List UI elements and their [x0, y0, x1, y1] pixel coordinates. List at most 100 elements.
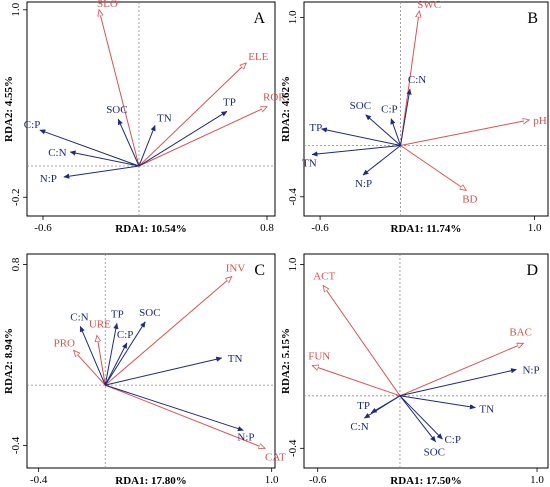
vector-arrow-tp — [321, 129, 401, 147]
vector-label-ele: ELE — [248, 51, 268, 63]
vector-arrow-inv — [104, 277, 231, 386]
vector-arrow-soc — [399, 395, 436, 442]
vector-arrow-ure — [97, 335, 106, 386]
vector-arrow-tn — [138, 125, 156, 167]
vector-arrow-act — [323, 286, 401, 397]
vector-arrow-tn — [105, 358, 222, 386]
vector-arrow-swc — [400, 11, 420, 146]
vector-label-cp: C:P — [24, 119, 41, 131]
vector-label-ph: pH — [533, 115, 547, 127]
vector-label-cp: C:P — [117, 329, 134, 341]
y-axis-label: RDA2: 5.15% — [280, 328, 292, 394]
y-tick-label: -0.2 — [10, 189, 22, 206]
panel-label: B — [527, 10, 538, 27]
vector-label-cp: C:P — [381, 104, 398, 116]
x-tick-label: 1.0 — [265, 474, 279, 486]
vector-label-pro: PRO — [54, 337, 75, 349]
x-tick-label: -0.6 — [311, 222, 329, 234]
vector-label-cn: C:N — [70, 311, 88, 323]
vector-label-tn: TN — [302, 157, 317, 169]
vector-label-tp: TP — [223, 96, 236, 108]
vector-label-bd: BD — [462, 193, 477, 205]
vector-label-tn: TN — [157, 112, 172, 124]
vector-arrow-tp — [104, 323, 117, 386]
vector-label-tp: TP — [357, 400, 370, 412]
vector-label-tn: TN — [228, 353, 243, 365]
plot-frame — [303, 253, 549, 469]
vector-label-soc: SOC — [424, 447, 445, 459]
vector-arrow-cp — [391, 119, 401, 146]
vector-arrow-ror — [138, 106, 267, 167]
vector-arrow-np — [363, 145, 401, 176]
vector-arrow-tn — [312, 145, 401, 155]
x-tick-label: -0.6 — [34, 222, 52, 234]
x-axis-label: RDA1: 17.50% — [390, 475, 462, 487]
vector-arrow-bac — [399, 343, 523, 397]
vector-label-bac: BAC — [509, 326, 532, 338]
y-tick-label: 1.0 — [287, 257, 299, 271]
vector-arrow-pro — [74, 350, 106, 386]
vector-label-np: N:P — [237, 431, 254, 443]
plot-frame — [26, 253, 276, 469]
y-tick-label: -0.4 — [287, 439, 299, 457]
vector-label-soc: SOC — [139, 307, 160, 319]
vector-arrow-bd — [400, 145, 467, 191]
vector-arrow-np — [105, 384, 243, 430]
vector-arrow-tn — [399, 395, 475, 408]
vector-label-inv: INV — [226, 263, 246, 275]
vector-label-np: N:P — [355, 178, 372, 190]
y-axis-label: RDA2: 4.55% — [3, 76, 15, 142]
vector-label-cn: C:N — [48, 147, 66, 159]
x-tick-label: 1.0 — [530, 474, 544, 486]
vector-arrow-np — [64, 165, 140, 177]
vector-label-tn: TN — [479, 404, 494, 416]
y-tick-label: 1.0 — [10, 2, 22, 16]
vector-arrow-soc — [117, 119, 140, 167]
panel-d: -0.6 1.0 -0.4 1.0 RDA1: 17.50% RDA2: 5.15% D AC… — [280, 253, 549, 487]
y-axis-label: RDA2: 8.94% — [3, 328, 15, 394]
vector-label-np: N:P — [40, 173, 57, 185]
vector-label-tp: TP — [309, 122, 322, 134]
panel-c: -0.4 1.0 -0.4 0.8 RDA1: 17.80% RDA2: 8.94% C IN… — [3, 253, 286, 487]
vector-label-np: N:P — [522, 365, 539, 377]
vector-arrow-cp — [104, 343, 128, 386]
panel-b: -0.6 1.0 -0.4 1.0 RDA1: 11.74% RDA2: 4.62% B SW… — [280, 0, 549, 235]
x-axis-label: RDA1: 17.80% — [115, 475, 187, 487]
x-tick-label: 1.0 — [528, 222, 542, 234]
x-tick-label: 0.8 — [260, 222, 274, 234]
panel-label: C — [254, 262, 265, 279]
y-tick-label: -0.4 — [287, 188, 299, 206]
vector-label-cn: C:N — [408, 74, 426, 86]
vector-label-fun: FUN — [308, 351, 330, 363]
panel-a: -0.6 0.8 -0.2 1.0 RDA1: 10.54% RDA2: 4.55% A SL… — [3, 0, 286, 235]
y-axis-label: RDA2: 4.62% — [280, 76, 292, 142]
vector-arrow-soc — [366, 114, 401, 146]
vector-arrow-tp — [138, 110, 227, 167]
vector-arrow-slo — [99, 10, 140, 167]
vector-label-cn: C:N — [350, 421, 368, 433]
x-tick-label: -0.6 — [309, 474, 327, 486]
vector-arrow-ph — [400, 120, 530, 147]
y-tick-label: 1.0 — [287, 10, 299, 24]
vector-arrow-cn — [364, 395, 401, 419]
vector-arrow-soc — [104, 322, 146, 386]
vector-arrow-cn — [70, 152, 140, 167]
vector-label-soc: SOC — [106, 104, 127, 116]
vector-label-cp: C:P — [444, 434, 461, 446]
vector-label-soc: SOC — [350, 100, 371, 112]
vector-arrow-np — [399, 370, 517, 397]
x-axis-label: RDA1: 10.54% — [115, 223, 187, 235]
vector-arrow-cn — [400, 89, 410, 146]
vector-arrow-fun — [312, 366, 401, 397]
y-tick-label: 0.8 — [10, 257, 22, 271]
y-tick-label: -0.4 — [10, 436, 22, 454]
vector-arrow-ele — [138, 63, 246, 167]
vector-arrow-cn — [79, 326, 106, 386]
vector-label-ror: ROR — [263, 92, 286, 104]
vector-label-slo: SLO — [97, 0, 118, 10]
vector-label-tp: TP — [111, 308, 124, 320]
panel-label: D — [526, 262, 538, 279]
panel-label: A — [253, 10, 265, 27]
vector-label-ure: URE — [89, 318, 111, 330]
